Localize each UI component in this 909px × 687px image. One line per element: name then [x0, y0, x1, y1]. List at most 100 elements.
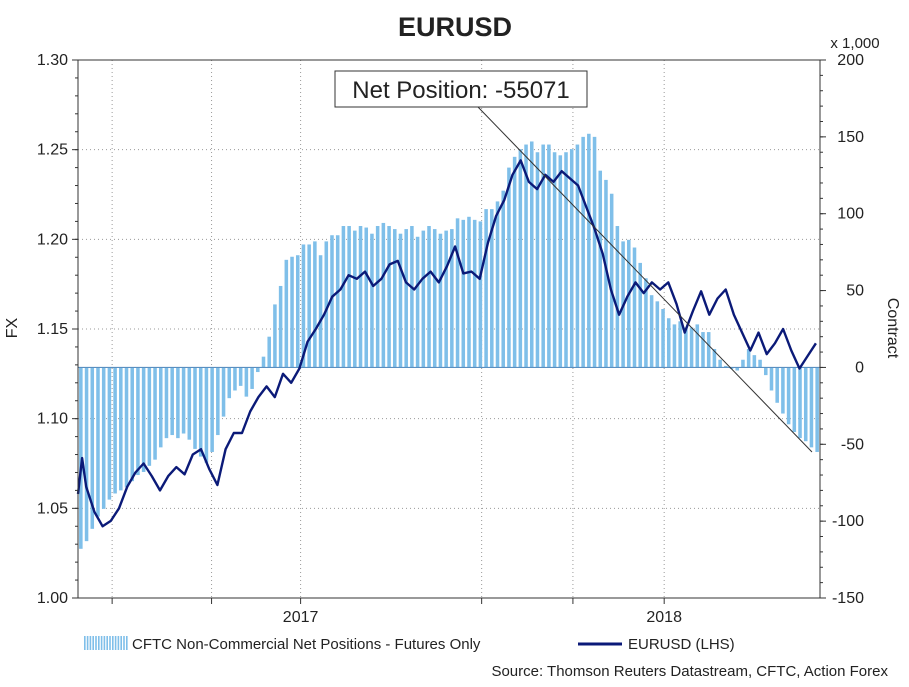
position-bar: [370, 233, 374, 368]
x-axis: 2017 2018: [111, 598, 682, 626]
position-bar: [381, 222, 386, 368]
position-bar: [204, 367, 209, 463]
position-bar: [164, 367, 169, 439]
position-bar: [803, 367, 808, 442]
position-bar: [393, 229, 397, 368]
position-bar: [581, 136, 585, 368]
position-bar: [267, 336, 271, 368]
legend-swatch-stripe: [84, 636, 86, 650]
position-bar: [461, 219, 466, 368]
legend-line-label: EURUSD (LHS): [628, 636, 735, 653]
position-bar: [84, 367, 89, 542]
left-tick-label: 1.10: [37, 411, 68, 428]
position-bar: [318, 255, 323, 368]
position-bar: [284, 259, 289, 368]
position-bar: [450, 229, 454, 368]
x-tick-label: 2018: [646, 609, 682, 626]
position-bar: [632, 247, 637, 368]
right-tick-label: -100: [832, 513, 864, 530]
position-bar: [330, 235, 334, 368]
position-bar: [746, 348, 751, 368]
position-bar: [313, 241, 317, 368]
position-bar: [649, 295, 654, 368]
position-bar: [238, 367, 243, 386]
position-bar: [518, 149, 523, 368]
position-bar: [718, 359, 722, 368]
position-bar: [615, 226, 620, 368]
position-bar: [278, 285, 283, 368]
legend-swatch-stripe: [112, 636, 114, 650]
position-bar: [455, 218, 460, 368]
position-bar: [273, 304, 277, 368]
right-axis-label: Contract: [884, 298, 901, 359]
position-bar: [569, 149, 574, 368]
annotation-text: Net Position: -55071: [352, 77, 569, 104]
position-bar: [678, 321, 682, 368]
position-bar: [735, 367, 740, 371]
position-bar: [558, 155, 563, 368]
position-bar: [176, 367, 180, 439]
position-bar: [301, 244, 306, 368]
position-bar: [695, 324, 700, 368]
position-bar: [792, 367, 797, 432]
position-bar: [307, 244, 311, 368]
position-bar: [96, 367, 100, 517]
position-bar: [130, 367, 134, 482]
position-bar: [410, 226, 414, 368]
position-bar: [353, 230, 357, 368]
position-bar: [375, 226, 380, 368]
position-bar: [655, 301, 660, 368]
position-bar: [181, 367, 186, 434]
position-bar: [495, 201, 500, 368]
position-bar: [358, 226, 363, 368]
position-bar: [786, 367, 791, 425]
right-tick-label: 100: [837, 206, 864, 223]
left-tick-label: 1.25: [37, 142, 68, 159]
legend-swatch-stripe: [126, 636, 128, 650]
position-bar: [472, 219, 477, 368]
position-bar: [661, 309, 665, 368]
position-bar: [564, 152, 568, 368]
position-bar: [295, 255, 300, 368]
position-bar: [261, 356, 266, 368]
position-bar: [758, 359, 762, 368]
position-bar: [598, 170, 603, 368]
position-bar: [198, 367, 203, 457]
right-axis: -150 -100 -50 0 50 100 150 200: [820, 52, 864, 607]
position-bar: [478, 221, 483, 368]
position-bar: [501, 190, 505, 368]
position-bar: [398, 233, 403, 368]
left-tick-label: 1.00: [37, 590, 68, 607]
position-bar: [119, 367, 123, 491]
position-bar: [524, 144, 528, 368]
position-bar: [221, 367, 226, 417]
position-bar: [364, 227, 369, 368]
position-bar: [341, 226, 346, 368]
position-bar: [421, 230, 426, 368]
position-bar: [701, 332, 705, 368]
position-bar: [147, 367, 152, 466]
position-bar: [227, 367, 232, 399]
position-bar: [124, 367, 129, 488]
position-bar: [136, 367, 140, 476]
position-bar: [153, 367, 157, 460]
position-bar: [507, 167, 511, 368]
annotation-box: [334, 70, 588, 108]
position-bar: [324, 241, 329, 368]
trend-line: [477, 106, 813, 453]
position-bar: [90, 367, 95, 529]
legend-swatch-stripe: [100, 636, 103, 650]
position-bar: [250, 367, 254, 389]
position-bar: [552, 152, 557, 368]
position-bar: [347, 226, 351, 368]
eurusd-line: [76, 159, 817, 528]
position-bar: [547, 144, 551, 368]
position-bar: [535, 152, 540, 368]
position-bar: [210, 367, 214, 452]
position-bar: [587, 133, 591, 368]
left-axis-label: FX: [4, 317, 21, 338]
legend-swatch-stripe: [117, 636, 120, 650]
